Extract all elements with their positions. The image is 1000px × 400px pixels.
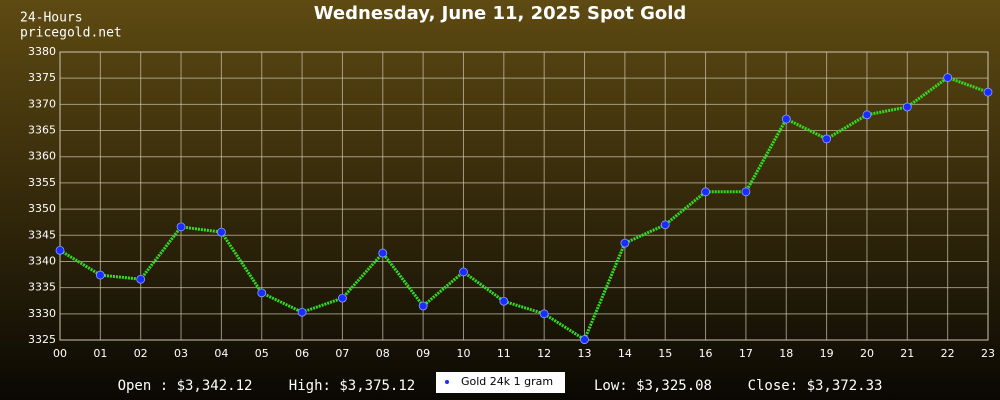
point: [55, 245, 65, 255]
x-tick-label: 17: [739, 347, 753, 360]
point: [297, 307, 307, 317]
point: [902, 102, 912, 112]
x-tick-label: 05: [255, 347, 269, 360]
point: [539, 309, 549, 319]
x-tick-label: 08: [376, 347, 390, 360]
chart-title: Wednesday, June 11, 2025 Spot Gold: [314, 3, 687, 24]
point: [136, 274, 146, 284]
x-tick-label: 12: [537, 347, 551, 360]
point: [620, 238, 630, 248]
source-line: 24-Hours: [20, 11, 83, 26]
legend-label: Gold 24k 1 gram: [461, 375, 553, 388]
point: [459, 267, 468, 277]
point: [943, 73, 953, 82]
x-tick-label: 16: [699, 347, 713, 360]
stat-high: High: $3,375.12: [289, 378, 415, 394]
point: [983, 87, 993, 97]
stat-low: Low: $3,325.08: [594, 378, 712, 394]
point: [418, 301, 428, 311]
x-tick-label: 01: [93, 347, 107, 360]
y-tick-label: 3350: [28, 202, 56, 215]
x-tick-label: 11: [497, 347, 511, 360]
x-tick-label: 07: [335, 347, 349, 360]
x-tick-label: 21: [900, 347, 914, 360]
stat-close: Close: $3,372.33: [748, 378, 883, 394]
point: [378, 248, 388, 258]
x-tick-label: 14: [618, 347, 632, 360]
y-tick-label: 3360: [28, 150, 56, 163]
y-tick-label: 3380: [28, 45, 56, 58]
y-tick-label: 3375: [28, 71, 56, 84]
x-tick-label: 06: [295, 347, 309, 360]
y-tick-label: 3325: [28, 333, 56, 346]
y-tick-label: 3365: [28, 124, 56, 137]
x-tick-label: 04: [214, 347, 228, 360]
series-line: [59, 75, 989, 342]
point: [338, 293, 347, 303]
x-tick-label: 18: [779, 347, 793, 360]
point: [862, 110, 872, 120]
y-tick-label: 3330: [28, 307, 56, 320]
y-tick-label: 3340: [28, 254, 56, 267]
x-tick-label: 00: [53, 347, 67, 360]
point: [822, 134, 832, 144]
point: [701, 187, 710, 197]
point: [176, 222, 186, 232]
y-tick-label: 3345: [28, 228, 56, 241]
x-tick-label: 23: [981, 347, 995, 360]
legend-box: [436, 372, 565, 393]
x-tick-label: 22: [941, 347, 955, 360]
x-tick-label: 09: [416, 347, 430, 360]
source-line: pricegold.net: [20, 26, 122, 41]
plot-border: [59, 51, 989, 341]
y-tick-label: 3370: [28, 97, 56, 110]
point: [499, 296, 509, 306]
x-tick-label: 03: [174, 347, 188, 360]
stat-open: Open : $3,342.12: [118, 378, 253, 394]
legend-marker: [445, 380, 449, 384]
point: [95, 270, 105, 280]
x-tick-label: 15: [658, 347, 672, 360]
x-tick-label: 13: [578, 347, 592, 360]
y-tick-label: 3355: [28, 176, 56, 189]
point: [257, 288, 267, 298]
y-tick-label: 3335: [28, 281, 56, 294]
point: [741, 187, 751, 197]
point: [781, 114, 791, 124]
x-tick-label: 10: [456, 347, 470, 360]
point: [660, 220, 670, 230]
point: [580, 335, 589, 344]
x-tick-label: 02: [134, 347, 148, 360]
x-tick-label: 19: [820, 347, 834, 360]
x-tick-label: 20: [860, 347, 874, 360]
point: [216, 227, 226, 237]
